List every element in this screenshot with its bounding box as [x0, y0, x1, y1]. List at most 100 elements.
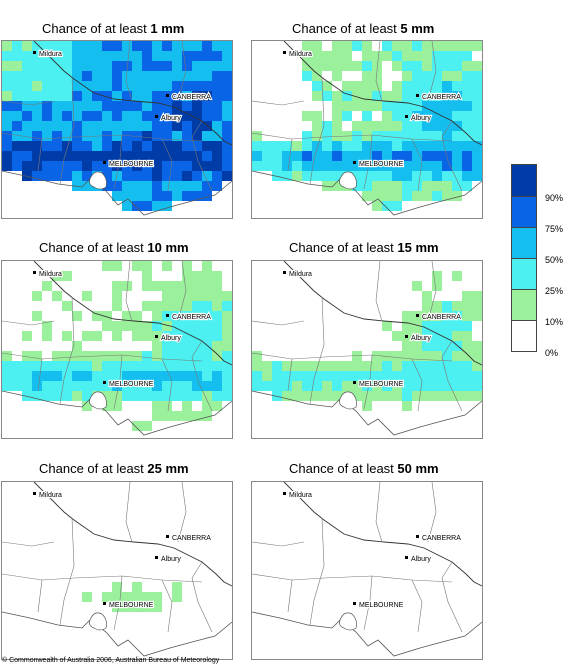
rain-cell [172, 391, 182, 401]
rain-cell [132, 592, 142, 602]
rain-cell [322, 361, 332, 371]
rain-cell [412, 321, 422, 331]
place-label-melbourne: MELBOURNE [109, 381, 154, 388]
rain-cell [372, 71, 382, 81]
rain-cell [132, 131, 142, 141]
rain-cell [182, 301, 192, 311]
rain-cell [202, 361, 212, 371]
panel-title-prefix: Chance of at least [39, 240, 148, 255]
rain-cell [142, 71, 152, 81]
rain-cell [142, 201, 152, 211]
place-marker [155, 335, 158, 338]
rain-cell [392, 111, 402, 121]
place-marker [33, 492, 36, 495]
rain-cell [92, 161, 102, 171]
rain-cell [432, 71, 442, 81]
rain-cell [62, 71, 72, 81]
rain-cell [182, 391, 192, 401]
rain-cell [182, 311, 192, 321]
district-boundary [161, 138, 173, 192]
rain-cell [412, 151, 422, 161]
rain-cell [202, 191, 212, 201]
rain-cell [452, 91, 462, 101]
rain-cell [372, 131, 382, 141]
rain-cell [82, 391, 92, 401]
rain-cell [462, 71, 472, 81]
rain-cell [142, 161, 152, 171]
coastline [252, 611, 482, 657]
rain-cell [52, 71, 62, 81]
map-canvas: Mildura CANBERRA Albury MELBOURNE [252, 261, 482, 436]
rain-cell [282, 161, 292, 171]
rain-cell [182, 271, 192, 281]
rain-cell [172, 131, 182, 141]
rain-cell [22, 141, 32, 151]
rain-cell [122, 592, 132, 602]
rain-cell [32, 81, 42, 91]
rain-cell [202, 51, 212, 61]
rain-cell [162, 201, 172, 211]
district-boundary [37, 138, 43, 172]
rain-cell [372, 381, 382, 391]
district-boundary [161, 358, 173, 412]
rain-cell [332, 91, 342, 101]
place-label-canberra: CANBERRA [422, 94, 461, 101]
rain-cell [162, 281, 172, 291]
rain-cell [222, 331, 232, 341]
rain-cell [432, 371, 442, 381]
rain-cell [462, 161, 472, 171]
rain-cell [32, 161, 42, 171]
rain-cell [352, 41, 362, 51]
rain-cell [292, 391, 302, 401]
rain-cell [422, 311, 432, 321]
rain-cell [332, 41, 342, 51]
rain-cell [282, 141, 292, 151]
rain-cell [132, 101, 142, 111]
district-boundary [441, 340, 463, 412]
rain-cell [462, 321, 472, 331]
rain-cell [142, 81, 152, 91]
rain-cell [52, 61, 62, 71]
rain-cell [152, 301, 162, 311]
rain-cell [392, 181, 402, 191]
rain-cell [32, 381, 42, 391]
rain-cell [172, 331, 182, 341]
rain-cell [102, 121, 112, 131]
coastline [2, 390, 232, 436]
rain-cell [132, 151, 142, 161]
rain-cell [202, 61, 212, 71]
rain-cell [452, 51, 462, 61]
rain-cell [172, 61, 182, 71]
rain-cell [172, 111, 182, 121]
rain-cell [392, 81, 402, 91]
rain-cell [382, 151, 392, 161]
rain-cell [372, 101, 382, 111]
rain-cell [82, 291, 92, 301]
rain-cell [402, 181, 412, 191]
rain-cell [412, 121, 422, 131]
rain-cell [22, 81, 32, 91]
rain-cell [362, 121, 372, 131]
rain-cell [312, 361, 322, 371]
rain-cell [332, 171, 342, 181]
rain-cell [202, 291, 212, 301]
rain-cell [152, 81, 162, 91]
rain-cell [182, 121, 192, 131]
rain-cell [192, 41, 202, 51]
district-boundary [287, 358, 293, 392]
rain-cell [212, 121, 222, 131]
rain-cell [112, 592, 122, 602]
rain-cell [332, 101, 342, 111]
rain-cell [212, 171, 222, 181]
rain-cell [112, 361, 122, 371]
rain-cell [122, 71, 132, 81]
rain-cell [382, 351, 392, 361]
rain-cell [82, 111, 92, 121]
rain-cell [322, 151, 332, 161]
rain-cell [212, 361, 222, 371]
rain-cell [452, 361, 462, 371]
rain-cell [152, 71, 162, 81]
district-boundary [125, 41, 133, 102]
district-boundary [309, 517, 325, 626]
rain-cell [12, 101, 22, 111]
